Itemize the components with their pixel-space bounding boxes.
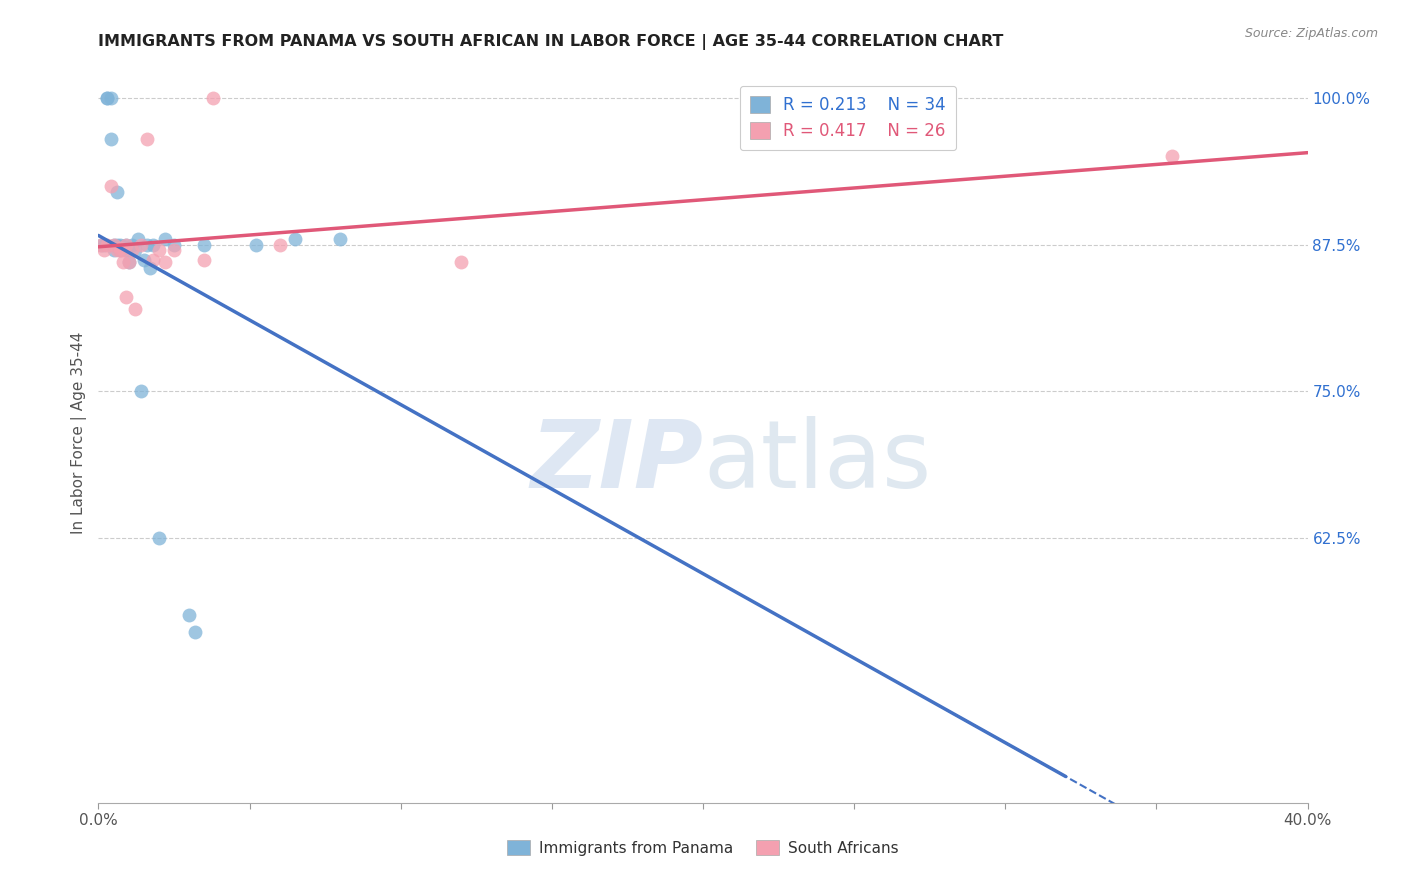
- Point: [135, 132, 157, 146]
- Point: [93, 244, 115, 258]
- Point: [139, 261, 162, 276]
- Point: [90, 237, 112, 252]
- Point: [202, 91, 225, 105]
- Point: [118, 255, 141, 269]
- Point: [96, 91, 118, 105]
- Point: [450, 255, 472, 269]
- Point: [96, 237, 118, 252]
- Point: [111, 239, 134, 253]
- Point: [108, 241, 131, 255]
- Point: [124, 244, 146, 258]
- Point: [179, 607, 201, 622]
- Point: [163, 237, 186, 252]
- Point: [142, 252, 165, 267]
- Point: [114, 290, 136, 304]
- Point: [284, 232, 307, 246]
- Point: [153, 232, 176, 246]
- Y-axis label: In Labor Force | Age 35-44: In Labor Force | Age 35-44: [72, 332, 87, 533]
- Point: [111, 244, 134, 258]
- Point: [100, 178, 122, 193]
- Point: [90, 237, 112, 252]
- Point: [129, 384, 152, 399]
- Point: [148, 532, 170, 546]
- Point: [100, 91, 122, 105]
- Point: [127, 232, 149, 246]
- Point: [329, 232, 352, 246]
- Point: [114, 244, 136, 258]
- Point: [135, 237, 157, 252]
- Point: [108, 244, 131, 258]
- Point: [103, 237, 125, 252]
- Point: [105, 237, 128, 252]
- Point: [114, 237, 136, 252]
- Point: [111, 241, 134, 255]
- Point: [193, 237, 215, 252]
- Point: [269, 237, 291, 252]
- Point: [118, 255, 141, 269]
- Text: Source: ZipAtlas.com: Source: ZipAtlas.com: [1244, 27, 1378, 40]
- Point: [103, 244, 125, 258]
- Point: [1160, 149, 1182, 163]
- Point: [105, 185, 128, 199]
- Point: [121, 244, 143, 258]
- Point: [105, 244, 128, 258]
- Point: [193, 252, 215, 267]
- Point: [163, 244, 186, 258]
- Point: [100, 132, 122, 146]
- Point: [114, 237, 136, 252]
- Point: [142, 237, 165, 252]
- Point: [96, 91, 118, 105]
- Point: [121, 237, 143, 252]
- Point: [108, 237, 131, 252]
- Point: [124, 302, 146, 317]
- Point: [93, 237, 115, 252]
- Point: [184, 625, 207, 640]
- Point: [129, 237, 152, 252]
- Point: [153, 255, 176, 269]
- Point: [132, 252, 155, 267]
- Point: [111, 255, 134, 269]
- Point: [245, 237, 267, 252]
- Point: [108, 244, 131, 258]
- Point: [148, 244, 170, 258]
- Legend: Immigrants from Panama, South Africans: Immigrants from Panama, South Africans: [501, 834, 905, 862]
- Point: [103, 237, 125, 252]
- Text: ZIP: ZIP: [530, 417, 703, 508]
- Text: atlas: atlas: [703, 417, 931, 508]
- Text: IMMIGRANTS FROM PANAMA VS SOUTH AFRICAN IN LABOR FORCE | AGE 35-44 CORRELATION C: IMMIGRANTS FROM PANAMA VS SOUTH AFRICAN …: [98, 34, 1004, 50]
